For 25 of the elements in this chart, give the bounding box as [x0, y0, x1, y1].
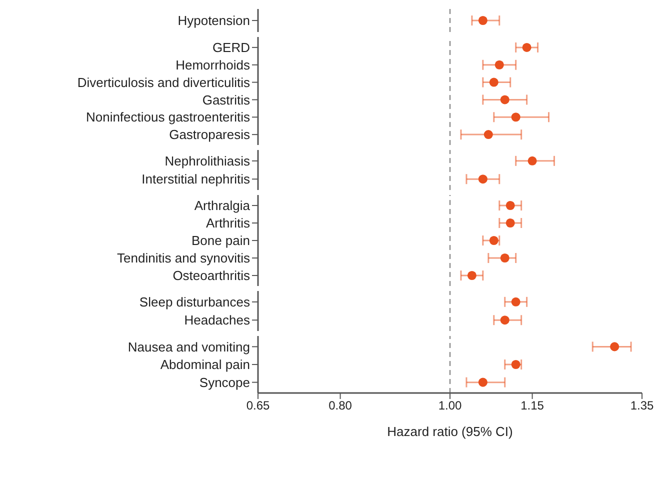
y-tick-label: Bone pain — [191, 233, 250, 248]
x-tick-label: 1.00 — [438, 398, 462, 413]
y-tick-label: Gastroparesis — [169, 127, 250, 142]
y-tick-label: Syncope — [199, 374, 250, 390]
y-tick-label: Arthralgia — [194, 198, 251, 214]
y-tick-label: Nephrolithiasis — [164, 154, 250, 169]
y-tick-label: Tendinitis and synovitis — [117, 250, 250, 266]
y-tick-label: Osteoarthritis — [172, 268, 250, 284]
y-tick-label: Sleep disturbances — [139, 294, 250, 310]
y-tick-label: Gastritis — [202, 92, 250, 108]
y-tick-label: Headaches — [184, 312, 250, 328]
y-tick-label: Arthritis — [206, 216, 250, 231]
x-axis-title: Hazard ratio (95% CI) — [386, 424, 514, 439]
x-tick-label: 0.65 — [246, 398, 270, 413]
y-tick-label: Nausea and vomiting — [128, 339, 250, 354]
y-tick-label: Hypotension — [178, 13, 250, 28]
x-tick-label: 1.35 — [630, 398, 654, 413]
x-tick-label: 0.80 — [328, 398, 352, 413]
y-tick-label: Noninfectious gastroenteritis — [86, 110, 250, 125]
y-tick-label: Interstitial nephritis — [142, 172, 250, 187]
x-tick-label: 1.15 — [520, 398, 544, 413]
y-tick-label: Diverticulosis and diverticulitis — [77, 74, 250, 90]
y-tick-label: GERD — [212, 40, 250, 56]
y-tick-label: Abdominal pain — [160, 357, 250, 372]
y-tick-label: Hemorrhoids — [176, 57, 250, 72]
